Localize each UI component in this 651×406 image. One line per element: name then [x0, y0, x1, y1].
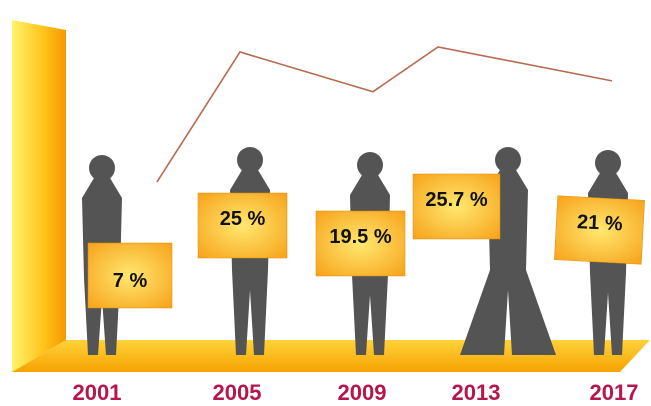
- value-sign: [197, 192, 288, 259]
- figure-head: [237, 147, 263, 173]
- x-tick-label: 2013: [452, 380, 501, 405]
- value-label: 21 %: [577, 211, 624, 235]
- figure-head: [357, 152, 383, 178]
- wall: [12, 20, 66, 372]
- value-sign: [412, 173, 501, 240]
- figure-head: [595, 150, 621, 176]
- figure-head: [495, 147, 521, 173]
- value-label: 25.7 %: [425, 189, 487, 211]
- value-sign: [554, 195, 645, 265]
- sign: 21 %: [554, 195, 645, 265]
- x-tick-label: 2017: [590, 380, 639, 405]
- figure-body: [460, 170, 556, 355]
- value-sign: [87, 242, 173, 309]
- x-tick-label: 2009: [338, 380, 387, 405]
- value-label: 19.5 %: [329, 226, 391, 248]
- value-label: 25 %: [220, 208, 266, 230]
- value-sign: [315, 210, 406, 277]
- x-tick-label: 2005: [213, 380, 262, 405]
- trend-line: [156, 46, 613, 183]
- sign: 19.5 %: [315, 210, 406, 277]
- figure-head: [89, 155, 115, 181]
- sign: 25.7 %: [412, 173, 501, 240]
- x-tick-label: 2001: [73, 380, 122, 405]
- value-label: 7 %: [113, 270, 148, 292]
- sign: 7 %: [87, 242, 173, 309]
- sign: 25 %: [197, 192, 288, 259]
